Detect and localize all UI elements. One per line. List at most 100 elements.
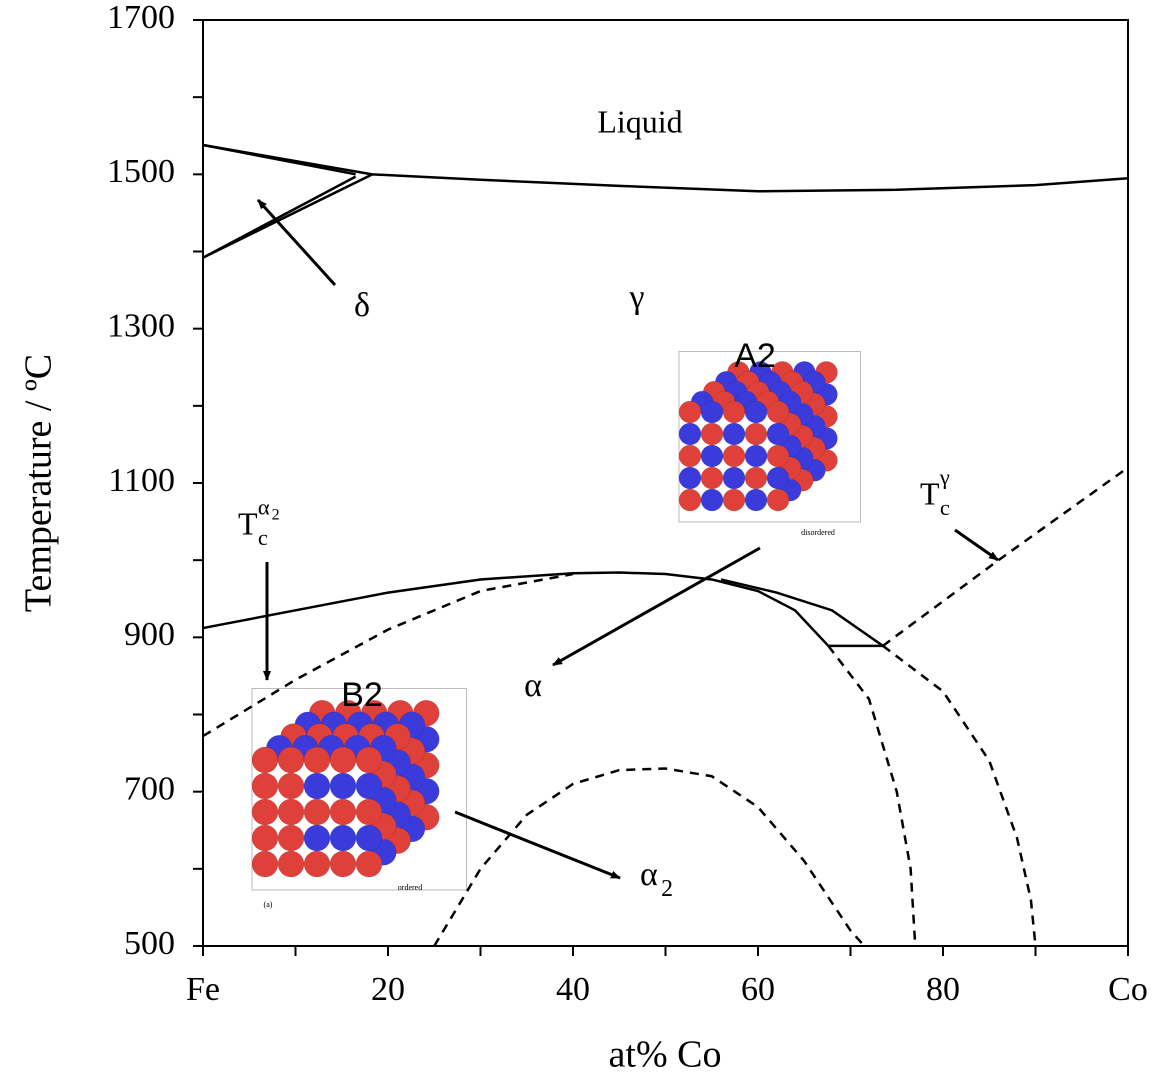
atom xyxy=(251,798,279,826)
atom xyxy=(766,444,790,468)
annotation: A2 xyxy=(734,337,776,375)
y-tick-label: 1300 xyxy=(107,307,175,344)
atom xyxy=(678,488,702,512)
annotation-superscript: γ xyxy=(939,465,950,490)
annotation: δ xyxy=(354,287,370,324)
atom xyxy=(303,772,331,800)
y-tick-label: 500 xyxy=(124,925,175,962)
y-tick-label: 1700 xyxy=(107,0,175,36)
atom xyxy=(251,746,279,774)
annotation: α xyxy=(524,667,542,704)
x-tick-label: Fe xyxy=(186,971,220,1008)
atom xyxy=(277,850,305,878)
y-axis-title: Temperature / ºC xyxy=(18,354,60,612)
annotation: γ xyxy=(628,279,644,316)
x-tick-label: 40 xyxy=(556,971,590,1008)
x-tick-label: 80 xyxy=(926,971,960,1008)
atom xyxy=(277,824,305,852)
atom xyxy=(678,466,702,490)
annotation-subscript: c xyxy=(258,525,268,550)
phase-boundary xyxy=(202,175,357,259)
atom xyxy=(722,400,746,424)
arrow xyxy=(954,528,999,562)
arrow xyxy=(454,810,621,880)
atom xyxy=(722,466,746,490)
arrow xyxy=(552,546,761,667)
phase-boundary xyxy=(882,644,1037,947)
atom xyxy=(678,400,702,424)
cube-box xyxy=(251,688,467,891)
phase-boundary xyxy=(202,572,574,738)
atom xyxy=(766,488,790,512)
annotation: α xyxy=(640,856,658,893)
phase-boundary xyxy=(720,578,884,647)
annotation: (a) xyxy=(264,900,273,909)
atom xyxy=(744,488,768,512)
atom xyxy=(700,488,724,512)
atom xyxy=(251,850,279,878)
atom xyxy=(329,850,357,878)
phase-boundary xyxy=(202,143,1129,193)
atom xyxy=(678,422,702,446)
atom xyxy=(722,444,746,468)
x-tick-label: 20 xyxy=(371,971,405,1008)
phase-boundary xyxy=(202,571,830,647)
x-tick-label: 60 xyxy=(741,971,775,1008)
atom xyxy=(766,422,790,446)
atom xyxy=(700,422,724,446)
atom xyxy=(722,488,746,512)
atom xyxy=(303,824,331,852)
atom xyxy=(329,798,357,826)
atom xyxy=(355,850,383,878)
atom xyxy=(303,746,331,774)
annotation: B2 xyxy=(341,676,383,714)
atom xyxy=(744,422,768,446)
y-tick-label: 700 xyxy=(124,770,175,807)
annotation-subscript: 2 xyxy=(661,876,673,902)
y-tick-label: 900 xyxy=(124,616,175,653)
atom xyxy=(251,772,279,800)
atom xyxy=(700,400,724,424)
annotation: ordered xyxy=(398,883,422,892)
atom xyxy=(744,400,768,424)
atom xyxy=(744,444,768,468)
atom xyxy=(355,824,383,852)
atom xyxy=(678,444,702,468)
atom xyxy=(355,746,383,774)
atom xyxy=(329,746,357,774)
annotation-superscript: α xyxy=(258,495,270,520)
y-tick-label: 1100 xyxy=(108,462,175,499)
phase-boundary xyxy=(827,645,917,947)
x-axis-title: at% Co xyxy=(609,1034,722,1076)
atom xyxy=(303,798,331,826)
atom xyxy=(722,422,746,446)
atom xyxy=(700,444,724,468)
phase-boundary xyxy=(433,767,866,947)
annotation-superscript-sub: 2 xyxy=(272,506,280,523)
annotation: T xyxy=(920,475,940,511)
annotation: T xyxy=(238,505,258,541)
atom xyxy=(766,400,790,424)
atom xyxy=(251,824,279,852)
atom xyxy=(277,798,305,826)
arrow xyxy=(256,198,337,287)
atom xyxy=(700,466,724,490)
atom xyxy=(277,772,305,800)
y-tick-label: 1500 xyxy=(107,153,175,190)
cube-box xyxy=(678,351,861,523)
annotation: Liquid xyxy=(597,103,682,139)
phase-boundary xyxy=(202,143,356,176)
annotation-subscript: c xyxy=(940,495,950,520)
atom xyxy=(355,772,383,800)
atom xyxy=(355,798,383,826)
atom xyxy=(303,850,331,878)
atom xyxy=(329,824,357,852)
crystal-illustrations xyxy=(251,351,861,891)
atom xyxy=(766,466,790,490)
atom xyxy=(744,466,768,490)
atom xyxy=(277,746,305,774)
atom xyxy=(329,772,357,800)
x-tick-label: Co xyxy=(1108,971,1148,1008)
annotation: disordered xyxy=(801,528,835,537)
